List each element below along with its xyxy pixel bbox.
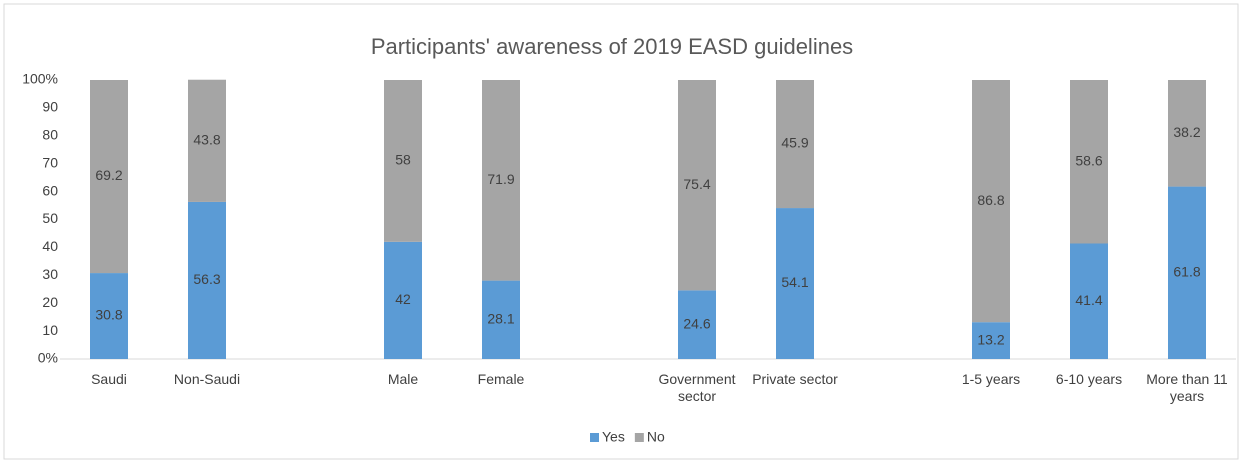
y-tick-label: 0% xyxy=(38,350,58,366)
x-tick-label: Non-Saudi xyxy=(173,371,241,387)
x-tick-label-box: 1-5 years xyxy=(961,371,1021,387)
y-tick-label: 90 xyxy=(42,99,58,115)
legend-label: No xyxy=(647,429,665,445)
y-tick-label: 30 xyxy=(42,266,58,282)
bar-segment xyxy=(678,80,716,291)
bar-segment xyxy=(482,280,520,359)
x-tick-label-box: Male xyxy=(387,371,419,387)
data-label: 69.2 xyxy=(95,167,122,183)
data-label: 43.8 xyxy=(193,132,220,148)
bar-segment xyxy=(90,273,128,359)
data-label: 41.4 xyxy=(1075,292,1102,308)
bar-segment xyxy=(482,80,520,281)
data-label: 30.8 xyxy=(95,307,122,323)
data-label: 38.2 xyxy=(1173,124,1200,140)
data-label: 45.9 xyxy=(781,135,808,151)
bar-segment xyxy=(1070,243,1108,359)
data-label: 28.1 xyxy=(487,311,514,327)
x-tick-label-box: Private sector xyxy=(752,371,838,387)
data-label: 42 xyxy=(395,291,411,307)
data-label: 58 xyxy=(395,152,411,168)
bar-segment xyxy=(678,290,716,359)
bar-segment xyxy=(972,80,1010,323)
chart-title: Participants' awareness of 2019 EASD gui… xyxy=(371,34,853,59)
x-tick-label: More than 11 years xyxy=(1146,371,1228,404)
data-label: 58.6 xyxy=(1075,152,1102,168)
y-tick-label: 80 xyxy=(42,127,58,143)
y-tick-label: 50 xyxy=(42,210,58,226)
x-tick-label-box: More than 11 years xyxy=(1146,371,1228,404)
y-tick-label: 20 xyxy=(42,294,58,310)
y-tick-label: 70 xyxy=(42,154,58,170)
y-tick-label: 60 xyxy=(42,182,58,198)
x-tick-label-box: Government sector xyxy=(658,371,736,404)
x-tick-label: Female xyxy=(477,371,525,387)
x-tick-label: 6-10 years xyxy=(1055,371,1123,387)
bar-segment xyxy=(384,80,422,242)
bar-segment xyxy=(90,80,128,274)
data-label: 75.4 xyxy=(683,176,710,192)
x-tick-label-box: Saudi xyxy=(91,371,127,387)
x-tick-label: Private sector xyxy=(752,371,838,387)
legend-swatch xyxy=(634,433,644,442)
data-label: 54.1 xyxy=(781,274,808,290)
x-tick-label-box: Female xyxy=(477,371,525,387)
x-tick-label: Saudi xyxy=(91,371,127,387)
bar-segment xyxy=(776,208,814,359)
data-label: 71.9 xyxy=(487,171,514,187)
bar-segment xyxy=(972,322,1010,359)
x-tick-label-box: 6-10 years xyxy=(1055,371,1123,387)
bar-segment xyxy=(1168,80,1206,187)
data-label: 24.6 xyxy=(683,315,710,331)
data-label: 13.2 xyxy=(977,331,1004,347)
x-tick-label: 1-5 years xyxy=(961,371,1021,387)
bar-segment xyxy=(384,241,422,359)
legend-swatch xyxy=(590,433,599,442)
bar-segment xyxy=(188,79,226,202)
data-label: 56.3 xyxy=(193,271,220,287)
bar-segment xyxy=(776,80,814,209)
data-label: 86.8 xyxy=(977,192,1004,208)
y-tick-label: 40 xyxy=(42,238,58,254)
bar-segment xyxy=(188,201,226,359)
bar-segment xyxy=(1070,80,1108,244)
bar-segment xyxy=(1168,186,1206,359)
x-tick-label: Government sector xyxy=(658,371,736,404)
y-tick-label: 10 xyxy=(42,322,58,338)
x-tick-label-box: Non-Saudi xyxy=(173,371,241,387)
legend-label: Yes xyxy=(602,429,625,445)
data-label: 61.8 xyxy=(1173,263,1200,279)
y-tick-label: 100% xyxy=(22,71,58,87)
x-tick-label: Male xyxy=(387,371,419,387)
